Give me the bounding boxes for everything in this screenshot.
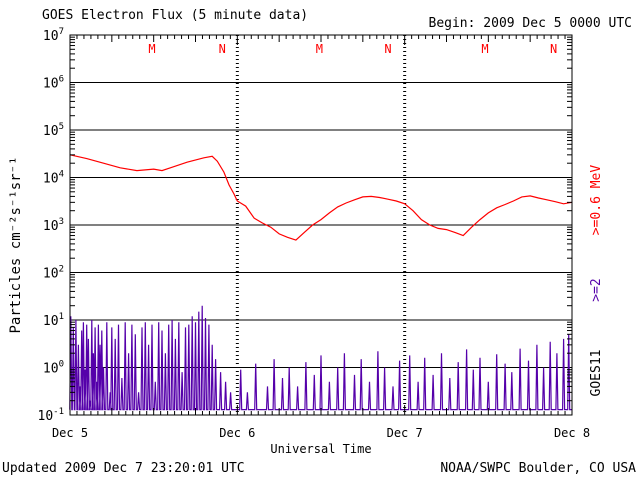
x-tick-label: Dec 7 [387, 426, 423, 440]
x-axis-label: Universal Time [270, 442, 371, 456]
mn-marker: N [384, 42, 391, 56]
y-tick-label: 100 [43, 360, 64, 377]
mn-marker: M [481, 42, 488, 56]
mn-marker: N [550, 42, 557, 56]
x-axis-ticks: Dec 5 Dec 6 Dec 7 Dec 8 [52, 35, 590, 440]
y-tick-label: 101 [43, 312, 64, 329]
y-tick-label: 106 [43, 75, 64, 92]
y-tick-label: 107 [43, 27, 64, 44]
updated-label: Updated 2009 Dec 7 23:20:01 UTC [2, 461, 245, 476]
chart-title: GOES Electron Flux (5 minute data) [42, 8, 309, 23]
right-label-satellite: GOES11 [589, 350, 604, 397]
y-tick-label: 104 [43, 170, 64, 187]
y-tick-label: 102 [43, 265, 64, 282]
day-boundary-lines [235, 35, 407, 415]
y-tick-label: 103 [43, 217, 64, 234]
x-tick-label: Dec 5 [52, 426, 88, 440]
begin-label: Begin: 2009 Dec 5 0000 UTC [428, 16, 633, 31]
x-tick-label: Dec 6 [219, 426, 255, 440]
series-layer [69, 154, 573, 411]
grid-lines [70, 82, 572, 368]
y-axis-ticks: 10-1 100 101 102 103 104 105 106 107 [38, 27, 572, 424]
mn-marker: M [148, 42, 155, 56]
series-low-energy-line [69, 305, 572, 411]
y-tick-label: 10-1 [38, 407, 65, 424]
y-axis-label: Particles cm⁻²s⁻¹sr⁻¹ [8, 156, 24, 333]
y-tick-label: 105 [43, 122, 64, 139]
mn-marker: M [316, 42, 323, 56]
source-label: NOAA/SWPC Boulder, CO USA [440, 461, 636, 476]
right-label-low-energy: >=2 [589, 278, 604, 301]
right-label-high-energy: >=0.6 MeV [589, 165, 604, 236]
series-high-energy-line [69, 154, 573, 241]
mn-marker: N [219, 42, 226, 56]
x-tick-label: Dec 8 [554, 426, 590, 440]
